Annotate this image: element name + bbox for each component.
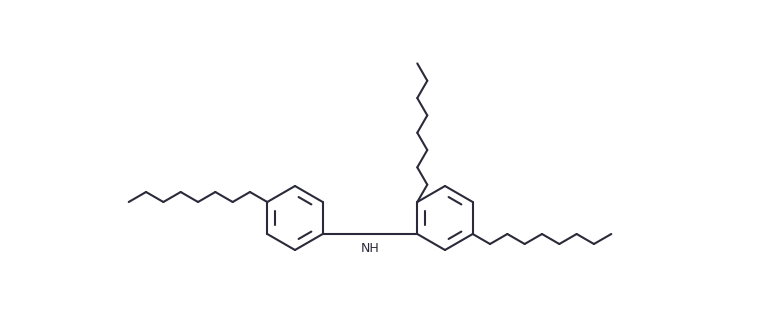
- Text: NH: NH: [360, 242, 380, 255]
